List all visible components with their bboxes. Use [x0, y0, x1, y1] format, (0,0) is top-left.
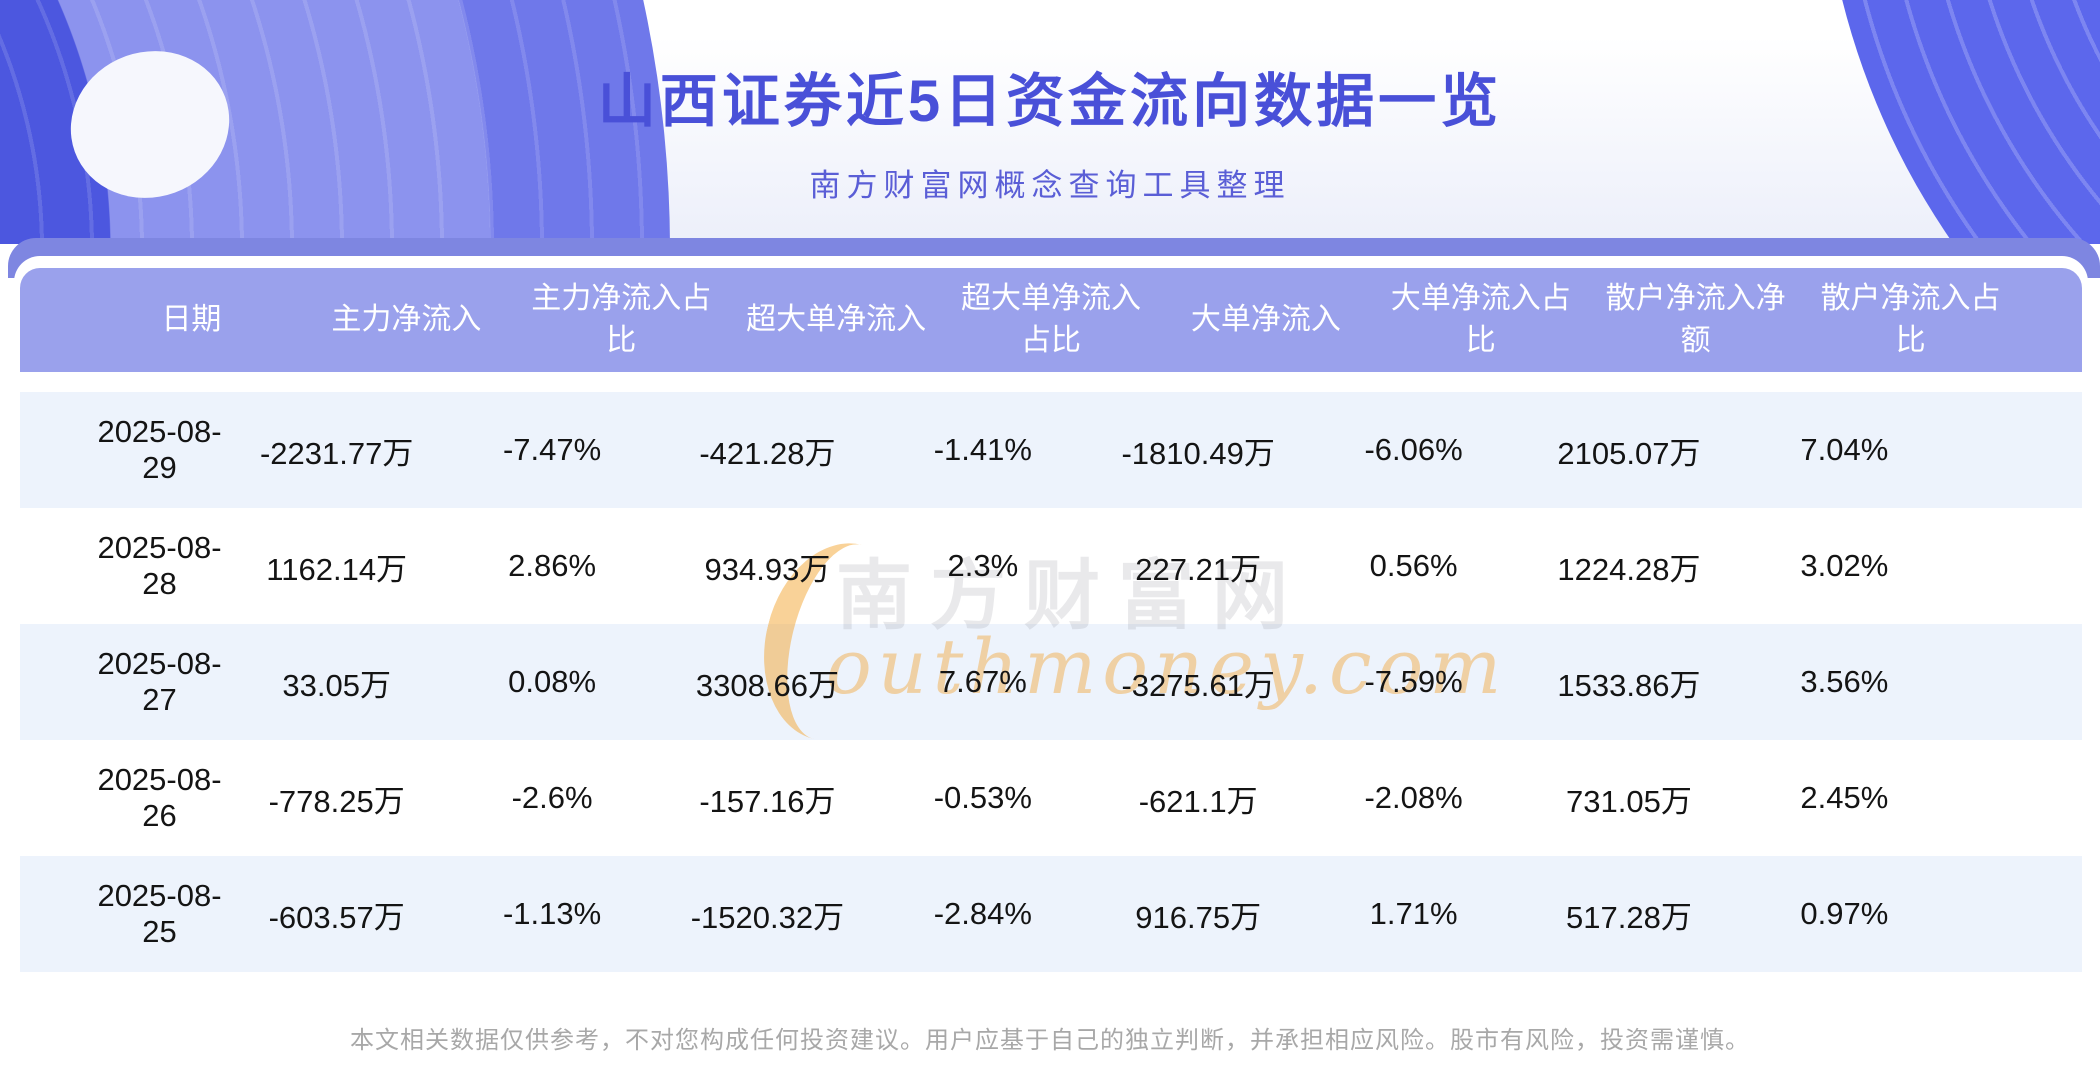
value-cell: -421.28万	[699, 435, 836, 471]
banner: 山西证券近5日资金流向数据一览 南方财富网概念查询工具整理	[0, 0, 2100, 244]
table-row: 2025-08-27 33.05万 0.08% 3308.66万 7.67% -3275.…	[20, 624, 2082, 740]
page-title: 山西证券近5日资金流向数据一览	[597, 69, 1503, 134]
value-cell: 916.75万	[1135, 899, 1262, 935]
value-cell: 7.04%	[1800, 432, 1889, 467]
table-row: 2025-08-28 1162.14万 2.86% 934.93万 2.3% 227.21…	[20, 508, 2082, 624]
value-cell: -2.6%	[511, 780, 593, 815]
value-cell: 1.71%	[1369, 896, 1458, 931]
column-header: 散户净流入净额	[1605, 282, 1786, 357]
value-cell: -6.06%	[1364, 432, 1463, 467]
table-body: 2025-08-29 -2231.77万 -7.47% -421.28万 -1.41% -…	[14, 392, 2088, 972]
value-cell: 731.05万	[1566, 783, 1692, 819]
table-row: 2025-08-26 -778.25万 -2.6% -157.16万 -0.53% -62…	[20, 740, 2082, 856]
value-cell: 0.08%	[508, 664, 597, 699]
disclaimer-text: 本文相关数据仅供参考，不对您构成任何投资建议。用户应基于自己的独立判断，并承担相…	[350, 1027, 1750, 1054]
value-cell: -7.59%	[1364, 664, 1463, 699]
column-header: 超大单净流入	[746, 303, 927, 336]
date-cell: 2025-08-28	[97, 530, 222, 601]
value-cell: 7.67%	[938, 664, 1027, 699]
value-cell: -778.25万	[268, 783, 405, 819]
date-cell: 2025-08-27	[97, 646, 222, 717]
column-header: 大单净流入	[1190, 303, 1341, 336]
value-cell: 0.56%	[1369, 548, 1458, 583]
page-subtitle: 南方财富网概念查询工具整理	[809, 168, 1291, 203]
data-table-card: 日期 主力净流入 主力净流入占比 超大单净流入 超大单净流入占比 大单净流入 大单净流入占比…	[14, 256, 2088, 996]
value-cell: -3275.61万	[1121, 667, 1275, 703]
column-header: 散户净流入占比	[1820, 282, 2001, 357]
value-cell: -621.1万	[1138, 783, 1258, 819]
column-header: 日期	[161, 303, 222, 336]
value-cell: 1162.14万	[266, 551, 408, 587]
value-cell: -157.16万	[699, 783, 836, 819]
table-row: 2025-08-25 -603.57万 -1.13% -1520.32万 -2.84% 9…	[20, 856, 2082, 972]
value-cell: -1.41%	[933, 432, 1032, 467]
value-cell: 2.45%	[1800, 780, 1889, 815]
date-cell: 2025-08-26	[97, 762, 222, 833]
value-cell: -1520.32万	[690, 899, 845, 935]
value-cell: 0.97%	[1800, 896, 1889, 931]
value-cell: 1533.86万	[1557, 667, 1701, 703]
value-cell: 2.86%	[508, 548, 597, 583]
date-cell: 2025-08-25	[97, 878, 222, 949]
value-cell: 227.21万	[1135, 551, 1262, 587]
column-header: 主力净流入占比	[531, 282, 712, 357]
column-header: 超大单净流入占比	[961, 282, 1141, 357]
value-cell: 1224.28万	[1557, 551, 1701, 587]
table-row: 2025-08-29 -2231.77万 -7.47% -421.28万 -1.41% -…	[20, 392, 2082, 508]
value-cell: -2231.77万	[259, 435, 414, 471]
date-cell: 2025-08-29	[97, 414, 222, 485]
value-cell: -0.53%	[933, 780, 1032, 815]
value-cell: 2.3%	[947, 548, 1019, 583]
value-cell: 3.56%	[1800, 664, 1889, 699]
value-cell: -2.08%	[1364, 780, 1463, 815]
value-cell: -1810.49万	[1121, 435, 1275, 471]
value-cell: -1.13%	[502, 896, 602, 931]
value-cell: 33.05万	[282, 667, 391, 703]
value-cell: 2105.07万	[1557, 435, 1701, 471]
value-cell: -7.47%	[502, 432, 602, 467]
value-cell: 3.02%	[1800, 548, 1889, 583]
value-cell: -2.84%	[933, 896, 1032, 931]
value-cell: 517.28万	[1566, 899, 1692, 935]
value-cell: 3308.66万	[695, 667, 839, 703]
column-header: 大单净流入占比	[1390, 282, 1571, 357]
column-header: 主力净流入	[331, 303, 482, 336]
value-cell: 934.93万	[704, 551, 831, 587]
value-cell: -603.57万	[268, 899, 405, 935]
table-header-row: 日期 主力净流入 主力净流入占比 超大单净流入 超大单净流入占比 大单净流入 大单净流入占比…	[20, 268, 2082, 372]
